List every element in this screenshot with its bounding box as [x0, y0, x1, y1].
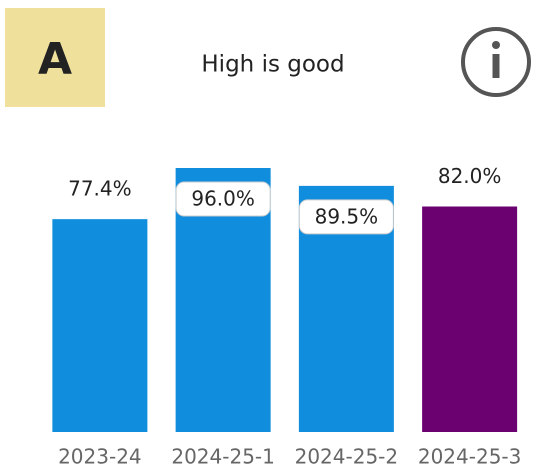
chart-title: High is good — [201, 52, 344, 78]
info-icon[interactable] — [461, 27, 531, 97]
data-label: 82.0% — [438, 164, 502, 188]
data-label-box — [298, 199, 394, 235]
badge-letter: A — [38, 34, 72, 85]
data-label: 89.5% — [315, 204, 379, 228]
x-tick-label: 2024-25-3 — [418, 445, 522, 467]
x-tick-label: 2023-24 — [58, 445, 142, 467]
info-dot[interactable] — [492, 41, 500, 49]
info-circle[interactable] — [461, 27, 531, 97]
info-stem[interactable] — [492, 54, 500, 78]
x-tick-label: 2024-25-1 — [171, 445, 275, 467]
bar — [422, 206, 518, 432]
badge-box — [5, 8, 105, 107]
data-label: 77.4% — [68, 177, 132, 201]
data-label-box — [175, 181, 271, 217]
x-tick-label: 2024-25-2 — [295, 445, 399, 467]
data-label: 96.0% — [191, 187, 255, 211]
bar — [52, 219, 148, 432]
